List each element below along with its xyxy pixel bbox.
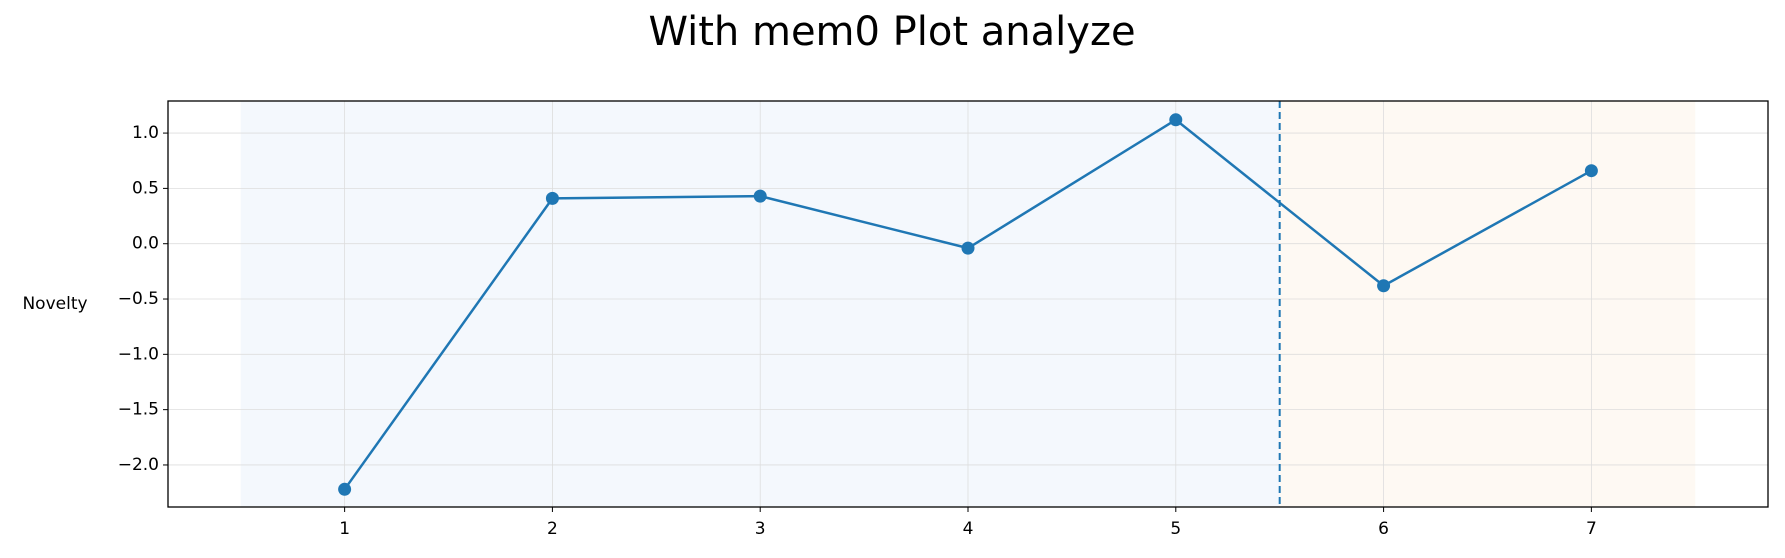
data-point	[753, 189, 767, 203]
y-tick-label: −0.5	[118, 289, 159, 309]
y-tick-label: 0.5	[132, 178, 159, 198]
data-point	[1169, 113, 1183, 127]
y-tick-label: −2.0	[118, 455, 159, 475]
x-tick-label: 2	[547, 519, 558, 539]
x-tick-label: 7	[1586, 519, 1597, 539]
data-point	[545, 191, 559, 205]
x-tick-label: 4	[963, 519, 974, 539]
shaded-region	[1279, 101, 1696, 507]
y-tick-label: 0.0	[132, 234, 159, 254]
y-axis-label: Novelty	[22, 294, 87, 314]
data-point	[1584, 164, 1598, 178]
plot-frame	[167, 100, 1769, 508]
x-tick-label: 3	[755, 519, 766, 539]
y-tick-label: 1.0	[132, 123, 159, 143]
x-tick-label: 5	[1170, 519, 1181, 539]
x-tick-label: 6	[1378, 519, 1389, 539]
y-tick-label: −1.0	[118, 344, 159, 364]
data-point	[961, 241, 975, 255]
y-tick-label: −1.5	[118, 400, 159, 420]
x-tick-label: 1	[339, 519, 350, 539]
data-point	[1377, 279, 1391, 293]
chart-title: With mem0 Plot analyze	[648, 9, 1135, 55]
data-point	[338, 482, 352, 496]
